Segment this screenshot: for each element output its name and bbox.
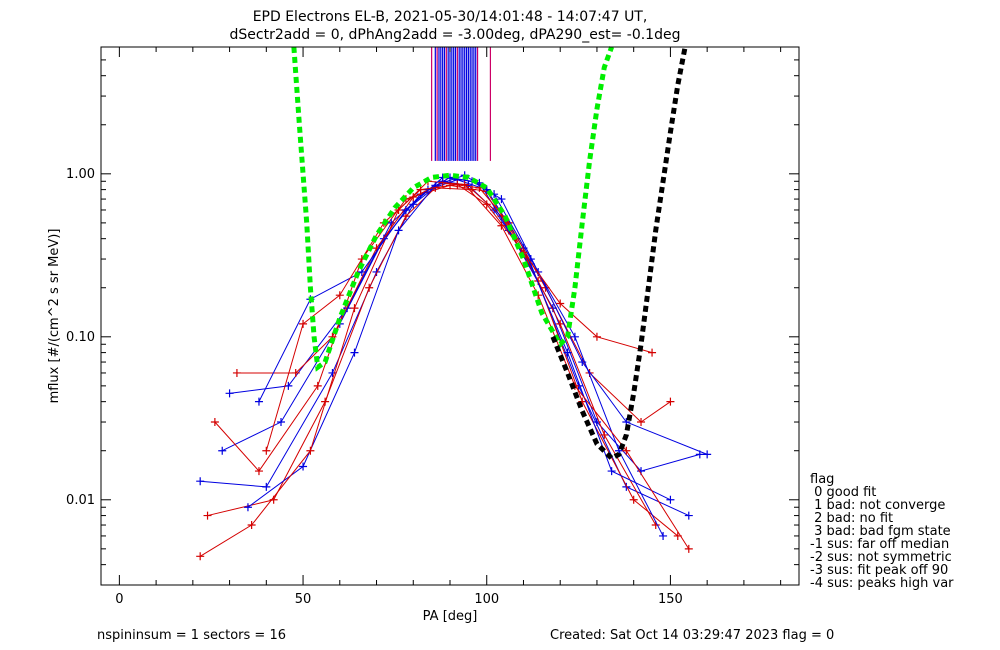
series-1-point-0 xyxy=(203,511,212,520)
series-9-point-9 xyxy=(592,332,601,341)
x-tick-label-0: 0 xyxy=(115,592,123,607)
fit-curve-green xyxy=(291,46,614,372)
series-0-point-3 xyxy=(372,267,381,276)
legend-items: 0 good fit 1 bad: not converge 2 bad: no… xyxy=(810,485,954,591)
series-1-point-3 xyxy=(365,283,374,292)
series-8-point-8 xyxy=(578,358,587,367)
legend-item-3: 3 bad: bad fgm state xyxy=(810,524,951,539)
series-6-point-3 xyxy=(394,226,403,235)
series-6-point-8 xyxy=(570,332,579,341)
series-6-point-0 xyxy=(243,503,252,512)
series-3-point-0 xyxy=(210,418,219,427)
chart-subtitle: dSectr2add = 0, dPhAng2add = -3.00deg, d… xyxy=(230,27,681,43)
legend-item-2: 2 bad: no fit xyxy=(810,511,893,526)
series-9-point-5 xyxy=(453,180,462,189)
chart-title: EPD Electrons EL-B, 2021-05-30/14:01:48 … xyxy=(253,9,648,25)
series-7-point-1 xyxy=(247,521,256,530)
plot-marks xyxy=(196,46,712,561)
series-3-point-8 xyxy=(556,319,565,328)
legend: flag 0 good fit 1 bad: not converge 2 ba… xyxy=(810,472,954,591)
series-3-point-9 xyxy=(600,430,609,439)
series-0-point-0 xyxy=(196,477,205,486)
series-9-point-6 xyxy=(482,200,491,209)
series-5-point-10 xyxy=(637,418,646,427)
series-9-point-8 xyxy=(556,299,565,308)
series-5-point-4 xyxy=(409,193,418,202)
series-line-4 xyxy=(229,179,671,501)
series-line-7 xyxy=(199,180,690,557)
series-6-point-1 xyxy=(299,462,308,471)
series-4-point-8 xyxy=(563,348,572,357)
series-9-point-10 xyxy=(648,348,657,357)
footer-left: nspininsum = 1 sectors = 16 xyxy=(97,628,286,643)
series-7-point-10 xyxy=(622,446,631,455)
series-5-point-0 xyxy=(232,368,241,377)
series-9-point-4 xyxy=(416,185,425,194)
legend-item-0: 0 good fit xyxy=(810,485,876,500)
series-0-point-11 xyxy=(684,511,693,520)
series-7-point-6 xyxy=(460,180,469,189)
legend-item-4: -1 sus: far off median xyxy=(810,537,949,552)
series-7-point-11 xyxy=(684,544,693,553)
x-tick-label-2: 100 xyxy=(474,592,499,607)
series-5-point-11 xyxy=(666,397,675,406)
legend-item-6: -3 sus: fit peak off 90 xyxy=(810,563,948,578)
axes: 0 50 100 150 0.01 0.10 1.00 xyxy=(66,46,799,607)
y-axis-label: mflux [#/(cm^2 s sr MeV)] xyxy=(47,229,62,404)
fit-curve-black xyxy=(550,46,688,462)
legend-title: flag xyxy=(810,472,834,487)
series-6-point-10 xyxy=(659,531,668,540)
series-line-3 xyxy=(214,184,657,526)
series-7-point-2 xyxy=(306,446,315,455)
series-8-point-10 xyxy=(703,450,712,459)
series-4-point-10 xyxy=(666,495,675,504)
series-8-point-6 xyxy=(497,195,506,204)
y-tick-label-2: 1.00 xyxy=(66,167,95,182)
series-4-point-9 xyxy=(607,467,616,476)
series-0-point-4 xyxy=(409,200,418,209)
legend-item-1: 1 bad: not converge xyxy=(810,498,945,513)
series-7-point-3 xyxy=(350,304,359,313)
series-line-8 xyxy=(258,176,708,455)
series-9-point-1 xyxy=(299,319,308,328)
series-7-point-0 xyxy=(196,552,205,561)
x-axis-label: PA [deg] xyxy=(423,609,478,624)
series-6-point-2 xyxy=(350,348,359,357)
series-1-point-10 xyxy=(629,495,638,504)
series-line-1 xyxy=(207,187,679,537)
series-0-point-10 xyxy=(622,482,631,491)
series-8-point-0 xyxy=(254,397,263,406)
series-2-point-0 xyxy=(218,446,227,455)
series-0-point-1 xyxy=(262,482,271,491)
series-line-6 xyxy=(247,174,664,537)
y-tick-label-1: 0.10 xyxy=(66,330,95,345)
series-0-point-2 xyxy=(328,368,337,377)
x-tick-label-1: 50 xyxy=(295,592,312,607)
series-9-point-2 xyxy=(335,291,344,300)
series-3-point-1 xyxy=(254,467,263,476)
series-9-point-0 xyxy=(262,446,271,455)
series-8-point-3 xyxy=(401,205,410,214)
y-tick-label-0: 0.01 xyxy=(66,493,95,508)
series-3-point-2 xyxy=(313,381,322,390)
series-5-point-1 xyxy=(291,368,300,377)
series-2-point-1 xyxy=(277,418,286,427)
series-line-5 xyxy=(236,182,671,423)
x-tick-label-3: 150 xyxy=(658,592,683,607)
series-4-point-0 xyxy=(225,389,234,398)
legend-item-5: -2 sus: not symmetric xyxy=(810,550,952,565)
legend-item-7: -4 sus: peaks high var xyxy=(810,576,954,591)
footer-right: Created: Sat Oct 14 03:29:47 2023 flag =… xyxy=(550,628,834,643)
series-4-point-1 xyxy=(284,381,293,390)
